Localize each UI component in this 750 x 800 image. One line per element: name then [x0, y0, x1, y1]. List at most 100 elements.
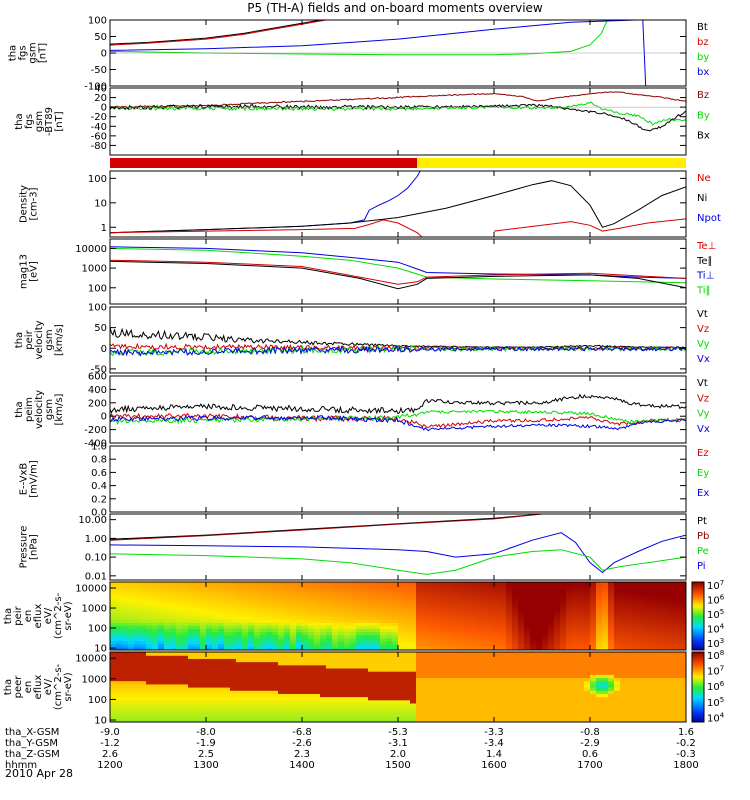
spectrogram-cell [230, 622, 237, 626]
spectrogram-cell [284, 619, 291, 623]
spectrogram-cell [422, 693, 429, 698]
spectrogram-cell [554, 603, 561, 608]
spectrogram-cell [572, 693, 579, 698]
spectrogram-cell [404, 699, 411, 704]
spectrogram-cell [656, 677, 663, 682]
spectrogram-cell [332, 693, 339, 698]
spectrogram-cell [128, 640, 135, 645]
spectrogram-cell [290, 690, 297, 694]
spectrogram-cell [182, 709, 189, 714]
spectrogram-cell [248, 667, 255, 672]
spectrogram-cell [416, 591, 423, 595]
spectrogram-cell [362, 702, 369, 707]
colorbar-cell [692, 716, 704, 719]
spectrogram-cell [116, 664, 123, 669]
spectrogram-cell [290, 612, 297, 617]
spectrogram-cell [476, 683, 483, 688]
spectrogram-cell [308, 677, 315, 682]
panel-frame [109, 375, 687, 444]
spectrogram-cell [404, 640, 411, 645]
spectrogram-cell [230, 585, 237, 589]
spectrogram-cell [206, 643, 213, 648]
spectrogram-cell [164, 588, 171, 592]
spectrogram-cell [368, 585, 375, 589]
spectrogram-cell [482, 646, 489, 650]
colorbar-cell [692, 711, 704, 714]
spectrogram-cell [632, 637, 639, 642]
spectrogram-cell [248, 658, 255, 663]
spectrogram-cell [110, 622, 117, 626]
spectrogram-cell [500, 625, 507, 629]
spectrogram-cell [500, 696, 507, 701]
spectrogram-cell [278, 594, 285, 599]
spectrogram-cell [650, 637, 657, 642]
spectrogram-cell [380, 661, 387, 666]
spectrogram-cell [488, 637, 495, 642]
spectrogram-cell [152, 674, 159, 679]
spectrogram-cell [518, 597, 525, 602]
spectrogram-cell [320, 643, 327, 648]
spectrogram-cell [548, 588, 555, 592]
spectrogram-cell [116, 612, 123, 617]
spectrogram-cell [458, 667, 465, 672]
spectrogram-cell [608, 712, 615, 717]
spectrogram-cell [434, 591, 441, 595]
spectrogram-cell [326, 597, 333, 602]
spectrogram-cell [260, 594, 267, 599]
spectrogram-cell [572, 625, 579, 629]
spectrogram-cell [530, 696, 537, 701]
spectrogram-cell [590, 652, 597, 656]
spectrogram-cell [452, 674, 459, 679]
spectrogram-cell [530, 594, 537, 599]
spectrogram-cell [314, 619, 321, 623]
spectrogram-cell [386, 702, 393, 707]
spectrogram-cell [572, 637, 579, 642]
spectrogram-cell [422, 591, 429, 595]
spectrogram-cell [290, 597, 297, 602]
spectrogram-cell [200, 687, 207, 691]
spectrogram-cell [674, 637, 681, 642]
spectrogram-cell [248, 619, 255, 623]
spectrogram-cell [248, 690, 255, 694]
spectrogram-cell [662, 643, 669, 648]
colorbar-cell [692, 662, 704, 665]
spectrogram-cell [584, 588, 591, 592]
spectrogram-cell [464, 671, 471, 675]
spectrogram-cell [554, 718, 561, 722]
spectrogram-cell [140, 680, 147, 685]
spectrogram-cell [344, 606, 351, 611]
spectrogram-cell [218, 699, 225, 704]
plot-area-ion-spectrogram [110, 582, 686, 650]
spectrogram-cell [524, 687, 531, 691]
spectrogram-cell [302, 687, 309, 691]
spectrogram-cell [614, 690, 621, 694]
spectrogram-cell [398, 671, 405, 675]
spectrogram-cell [566, 643, 573, 648]
spectrogram-cell [140, 585, 147, 589]
spectrogram-cell [596, 687, 603, 691]
spectrogram-cell [308, 718, 315, 722]
spectrogram-cell [428, 671, 435, 675]
spectrogram-cell [524, 652, 531, 656]
spectrogram-cell [194, 693, 201, 698]
spectrogram-cell [386, 664, 393, 669]
spectrogram-cell [536, 674, 543, 679]
spectrogram-cell [176, 664, 183, 669]
spectrogram-cell [626, 690, 633, 694]
spectrogram-cell [596, 640, 603, 645]
spectrogram-cell [236, 677, 243, 682]
spectrogram-cell [410, 582, 417, 586]
spectrogram-cell [626, 625, 633, 629]
spectrogram-cell [386, 658, 393, 663]
spectrogram-cell [560, 712, 567, 717]
spectrogram-cell [194, 664, 201, 669]
spectrogram-cell [284, 643, 291, 648]
spectrogram-cell [596, 631, 603, 636]
spectrogram-cell [620, 603, 627, 608]
spectrogram-cell [488, 609, 495, 614]
legend-entry: Bt [697, 22, 708, 33]
spectrogram-cell [164, 619, 171, 623]
spectrogram-cell [206, 664, 213, 669]
spectrogram-cell [560, 680, 567, 685]
spectrogram-cell [638, 687, 645, 691]
